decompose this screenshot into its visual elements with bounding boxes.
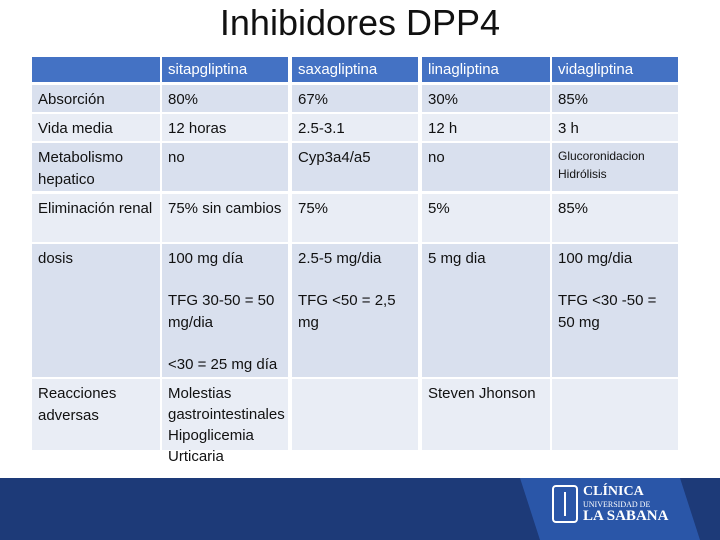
row-label-text: Reacciones adversas bbox=[38, 385, 117, 424]
table-cell: 2.5-3.1 bbox=[292, 114, 418, 141]
cell-text: 100 mg día bbox=[168, 250, 244, 267]
row-label: Eliminación renal bbox=[32, 194, 160, 242]
cell-text: no bbox=[428, 149, 445, 166]
cell-text: 2.5-5 mg/dia bbox=[298, 250, 382, 267]
header-cell bbox=[32, 57, 160, 82]
cell-text: 85% bbox=[558, 91, 589, 108]
table-cell: Glucoronidacion Hidrólisis bbox=[552, 143, 678, 191]
cell-text: TFG <50 = 2,5 mg bbox=[298, 292, 396, 331]
cell-text: 80% bbox=[168, 91, 199, 108]
table-cell: 3 h bbox=[552, 114, 678, 141]
cell-text: 3 h bbox=[558, 120, 579, 137]
cell-text: TFG 30-50 = 50 mg/dia bbox=[168, 292, 275, 331]
column-header: vidagliptina bbox=[552, 57, 678, 82]
table-cell: Cyp3a4/a5 bbox=[292, 143, 418, 191]
footer bbox=[0, 478, 720, 540]
cell-text: 100 mg/dia bbox=[558, 250, 633, 267]
column-header: linagliptina bbox=[422, 57, 550, 82]
row-label: dosis bbox=[32, 244, 160, 377]
cell-text: TFG <30 -50 = 50 mg bbox=[558, 292, 657, 331]
table-cell: no bbox=[162, 143, 288, 191]
table-cell: 67% bbox=[292, 85, 418, 112]
table-cell: 100 mg día TFG 30-50 = 50 mg/dia <30 = 25 … bbox=[162, 244, 288, 377]
table-cell bbox=[292, 379, 418, 450]
table-cell bbox=[552, 379, 678, 450]
table-cell: no bbox=[422, 143, 550, 191]
cell-text: 12 horas bbox=[168, 120, 227, 137]
logo-text: UNIVERSIDAD DE bbox=[583, 500, 651, 509]
table-cell: 80% bbox=[162, 85, 288, 112]
table-cell: 12 h bbox=[422, 114, 550, 141]
cell-text: Cyp3a4/a5 bbox=[298, 149, 371, 166]
cell-text: 5 mg dia bbox=[428, 250, 486, 267]
column-header: saxagliptina bbox=[292, 57, 418, 82]
cell-text: Hipoglicemia bbox=[168, 427, 254, 444]
table-cell: 75% bbox=[292, 194, 418, 242]
row-label-text: Absorción bbox=[38, 91, 105, 108]
cell-text: 30% bbox=[428, 91, 459, 108]
logo-text: CLÍNICA bbox=[583, 484, 644, 499]
table-cell: 12 horas bbox=[162, 114, 288, 141]
table-cell: 5 mg dia bbox=[422, 244, 550, 377]
row-label: Absorción bbox=[32, 85, 160, 112]
row-label-text: Metabolismo hepatico bbox=[38, 149, 124, 188]
cell-text: <30 = 25 mg día bbox=[168, 356, 278, 373]
logo-shield bbox=[552, 485, 578, 523]
table-cell: 100 mg/dia TFG <30 -50 = 50 mg bbox=[552, 244, 678, 377]
cell-text: 67% bbox=[298, 91, 329, 108]
row-label-text: Vida media bbox=[38, 120, 113, 137]
row-label: Vida media bbox=[32, 114, 160, 141]
logo-text: LA SABANA bbox=[583, 508, 669, 524]
cell-text: Molestias gastrointestinales bbox=[168, 385, 285, 423]
table-cell: 85% bbox=[552, 85, 678, 112]
row-label-text: Eliminación renal bbox=[38, 200, 153, 217]
cell-text: Glucoronidacion Hidrólisis bbox=[558, 149, 645, 181]
title: Inhibidores DPP4 bbox=[219, 2, 501, 43]
cell-text: Urticaria bbox=[168, 448, 224, 465]
table-cell: Molestias gastrointestinales Hipoglicemia… bbox=[162, 379, 288, 465]
cell-text: no bbox=[168, 149, 185, 166]
cell-text: 75% sin cambios bbox=[168, 200, 282, 217]
table-cell: 30% bbox=[422, 85, 550, 112]
column-header: sitapgliptina bbox=[162, 57, 288, 82]
cell-text: 2.5-3.1 bbox=[298, 120, 345, 137]
cell-text: 75% bbox=[298, 200, 329, 217]
table-cell: 5% bbox=[422, 194, 550, 242]
table-cell: Steven Jhonson bbox=[422, 379, 550, 450]
table-cell: 2.5-5 mg/dia TFG <50 = 2,5 mg bbox=[292, 244, 418, 377]
row-label: Metabolismo hepatico bbox=[32, 143, 160, 191]
cell-text: Steven Jhonson bbox=[428, 385, 536, 402]
cell-text: 12 h bbox=[428, 120, 458, 137]
table-cell: 75% sin cambios bbox=[162, 194, 288, 242]
table-cell: 85% bbox=[552, 194, 678, 242]
row-label: Reacciones adversas bbox=[32, 379, 160, 450]
cell-text: 85% bbox=[558, 200, 589, 217]
row-label-text: dosis bbox=[38, 250, 74, 267]
cell-text: 5% bbox=[428, 200, 450, 217]
